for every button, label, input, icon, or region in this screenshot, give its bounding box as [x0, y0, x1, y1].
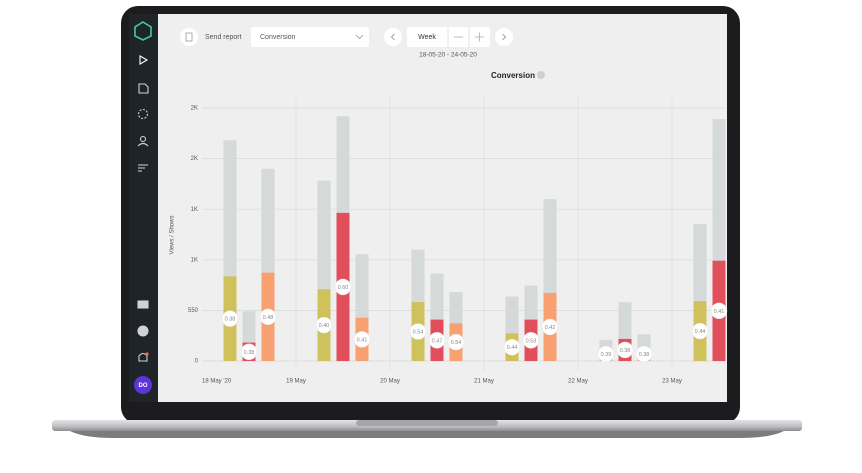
report-icon-glyph: [185, 32, 193, 42]
avatar[interactable]: [134, 376, 152, 394]
ratio-badge: [240, 343, 258, 361]
nav-notifications[interactable]: [138, 352, 148, 362]
plot: 0 550 1K 1K 2K 2K 18 May '20 19 May 20 May 21 May…: [188, 97, 728, 385]
x-tick-label: 23 May: [662, 379, 682, 385]
sidebar-icons: [134, 21, 152, 362]
help-icon[interactable]: [537, 71, 545, 79]
avatar-initials: DO: [139, 383, 148, 389]
ratio-badge: [710, 302, 728, 320]
ratio-badge: [409, 323, 427, 340]
notification-dot: [145, 352, 149, 356]
ratio-label: 0.38: [244, 350, 255, 356]
ratio-label: 0.48: [263, 315, 274, 321]
chart-title: Conversion: [491, 71, 535, 80]
ratio-label: 0.41: [357, 337, 368, 343]
x-tick-label: 22 May: [568, 379, 588, 385]
laptop-notch: [356, 420, 498, 426]
ratio-badge: [597, 345, 615, 363]
ratio-badge: [635, 345, 653, 363]
ratio-badge: [428, 332, 446, 349]
y-tick-label: 2K: [191, 156, 198, 162]
ratio-badge: [315, 316, 333, 334]
next-button[interactable]: [495, 28, 513, 46]
ratio-badge: [353, 331, 371, 348]
ratio-badge: [522, 332, 540, 349]
x-tick-label: 19 May: [286, 379, 306, 385]
ratio-badge: [221, 310, 239, 327]
prev-button[interactable]: [384, 28, 402, 46]
nav-play[interactable]: [139, 55, 149, 65]
nav-segments[interactable]: [137, 108, 149, 120]
y-tick-label: 2K: [191, 106, 198, 112]
nav-user[interactable]: [139, 135, 147, 143]
period-value: Week: [418, 34, 436, 41]
plus-button[interactable]: [475, 32, 484, 42]
ratio-label: 0.39: [601, 352, 612, 358]
y-tick-label: 1K: [191, 257, 198, 263]
nav-user-body: [137, 142, 149, 147]
ratio-label: 0.42: [545, 325, 556, 331]
ratio-label: 0.54: [413, 330, 424, 336]
ratio-label: 0.54: [451, 340, 462, 346]
dropdown-chevron: [355, 34, 364, 40]
y-tick-label: 0: [195, 359, 199, 365]
metric-value: Conversion: [260, 34, 296, 41]
x-tick-label: 20 May: [380, 379, 400, 385]
ratio-badge: [691, 322, 709, 340]
ratio-label: 0.41: [714, 309, 725, 315]
x-tick-label: 18 May '20: [202, 379, 232, 385]
logo: [134, 21, 152, 41]
nav-screen[interactable]: [137, 300, 149, 309]
report-icon[interactable]: [180, 28, 198, 46]
ratio-label: 0.44: [695, 329, 706, 335]
ratio-label: 0.40: [319, 323, 330, 329]
ratio-label: 0.47: [432, 338, 443, 344]
send-report[interactable]: Send report: [205, 34, 242, 41]
ratio-label: 0.44: [507, 345, 518, 351]
ratio-label: 0.38: [225, 317, 236, 323]
nav-help[interactable]: [137, 325, 149, 337]
ratio-badge: [503, 338, 521, 356]
nav-docs[interactable]: [138, 83, 149, 94]
metric-dropdown[interactable]: [251, 27, 369, 47]
laptop-base-edge: [70, 431, 784, 438]
date-range: 18-05-20 - 24-05-20: [419, 52, 477, 59]
x-tick-label: 21 May: [474, 379, 494, 385]
ratio-badge: [616, 341, 634, 359]
ratio-badge: [334, 278, 352, 296]
nav-filters[interactable]: [138, 164, 148, 172]
prev-chevron: [390, 33, 395, 41]
next-chevron: [502, 33, 507, 41]
ratio-badge: [447, 333, 465, 351]
ratio-label: 0.38: [620, 348, 631, 354]
ratio-label: 0.53: [526, 338, 537, 344]
y-tick-label: 550: [188, 308, 199, 314]
ratio-label: 0.60: [338, 285, 349, 291]
ratio-badge: [259, 308, 277, 326]
ratio-badge: [541, 318, 559, 336]
ratio-label: 0.38: [639, 352, 650, 358]
y-axis-title: Views / Shows: [170, 216, 176, 255]
y-tick-label: 1K: [191, 207, 198, 213]
